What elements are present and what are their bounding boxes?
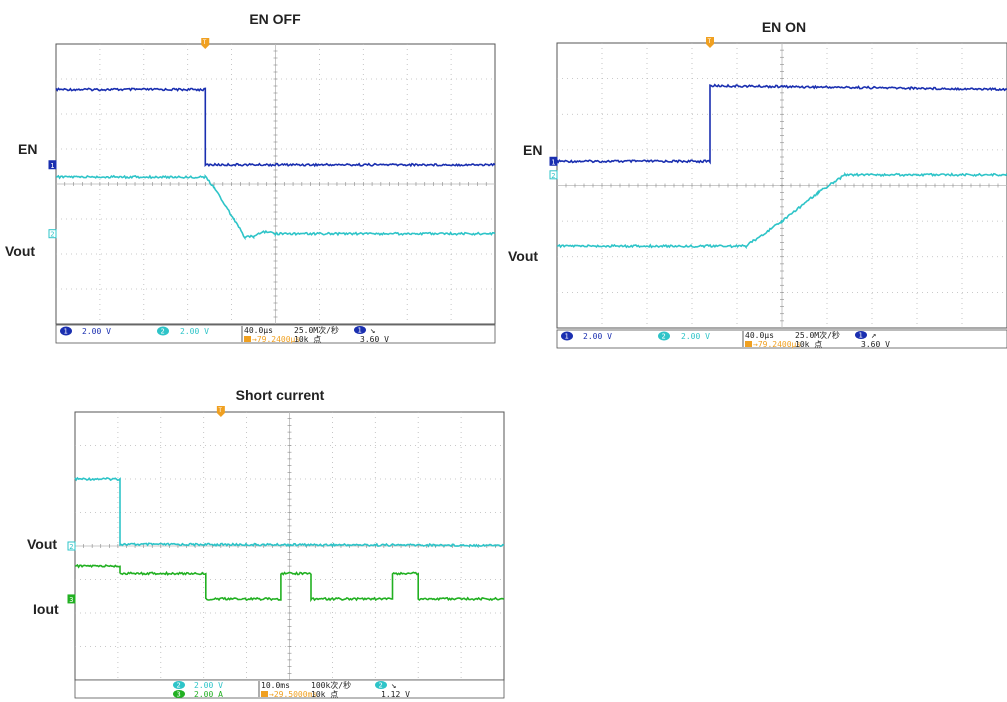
trigger-position-label: T xyxy=(203,39,207,46)
trigger-position-readout: →79.2400µs xyxy=(753,340,801,349)
trace-iout-short xyxy=(74,563,505,603)
label-en-on-en: EN xyxy=(523,142,543,158)
ch1-scale: 2.00 V xyxy=(82,327,111,336)
channel-marker-number: 3 xyxy=(69,596,73,604)
ch3-scale: 2.00 A xyxy=(194,690,223,699)
trigger-position-icon xyxy=(216,406,225,417)
trigger-position-icon xyxy=(706,37,714,48)
trigger-source-number: 1 xyxy=(358,327,362,335)
timebase-readout: 40.0µs xyxy=(244,326,273,335)
channel-marker-number: 1 xyxy=(50,162,54,170)
record-length-readout: 10k 点 xyxy=(795,340,822,349)
ch2-scale: 2.00 V xyxy=(194,681,223,690)
trigger-pos-icon xyxy=(745,341,752,347)
channel-marker-iout xyxy=(67,594,76,604)
channel-marker-en xyxy=(48,160,57,170)
scope-panel-en-on xyxy=(549,37,1007,349)
trigger-position-label: T xyxy=(708,38,712,45)
trace-en-en-off xyxy=(55,87,496,168)
ch2-badge-number: 2 xyxy=(662,333,666,341)
sample-rate-readout: 25.0M次/秒 xyxy=(294,325,339,335)
timebase-readout: 40.0µs xyxy=(745,331,774,340)
ch2-badge-number: 2 xyxy=(161,328,165,336)
ch1-badge-icon xyxy=(561,331,573,341)
label-en-off-en: EN xyxy=(18,141,38,157)
timebase-readout: 10.0ms xyxy=(261,681,290,690)
chart-title-en-off: EN OFF xyxy=(249,11,301,27)
ch3-badge-number: 3 xyxy=(177,691,181,699)
trigger-pos-icon xyxy=(261,691,268,697)
label-short-iout: Iout xyxy=(33,601,59,617)
trigger-source-badge-icon xyxy=(375,681,387,689)
trigger-position-label: T xyxy=(218,407,222,414)
trigger-position-readout: →79.2400µs xyxy=(252,335,300,344)
ch2-scale: 2.00 V xyxy=(681,332,710,341)
ch1-badge-number: 1 xyxy=(565,333,569,341)
ch1-badge-icon xyxy=(60,326,72,336)
record-length-readout: 10k 点 xyxy=(294,335,321,344)
trigger-pos-icon xyxy=(244,336,251,342)
trigger-level-readout: 3.60 V xyxy=(360,335,389,344)
channel-marker-vout xyxy=(67,541,76,551)
channel-marker-number: 2 xyxy=(551,172,555,180)
channel-marker-number: 2 xyxy=(69,543,73,551)
trigger-slope-icon: ↘ xyxy=(370,326,375,336)
trigger-slope-icon: ↘ xyxy=(391,681,396,691)
ch1-scale: 2.00 V xyxy=(583,332,612,341)
scope-panel-short xyxy=(67,406,505,699)
trigger-source-number: 1 xyxy=(859,332,863,340)
channel-marker-number: 1 xyxy=(551,158,555,166)
trigger-source-badge-icon xyxy=(354,326,366,334)
ch3-badge-icon xyxy=(173,690,185,698)
sample-rate-readout: 25.0M次/秒 xyxy=(795,330,840,340)
trace-vout-en-on xyxy=(556,171,1007,250)
channel-marker-vout xyxy=(48,229,57,239)
trace-en-en-on xyxy=(556,83,1007,165)
trigger-source-badge-icon xyxy=(855,331,867,339)
channel-marker-number: 2 xyxy=(50,231,54,239)
trigger-level-readout: 3.60 V xyxy=(861,340,890,349)
trigger-level-readout: 1.12 V xyxy=(381,690,410,699)
ch2-badge-number: 2 xyxy=(177,682,181,690)
trigger-position-readout: →29.5000ms xyxy=(269,690,317,699)
label-short-vout: Vout xyxy=(27,536,58,552)
trigger-source-number: 2 xyxy=(379,682,383,690)
channel-marker-vout xyxy=(549,170,558,180)
trigger-slope-icon: ↗ xyxy=(871,331,876,341)
chart-title-short-current: Short current xyxy=(235,387,325,403)
label-en-off-vout: Vout xyxy=(5,243,36,259)
label-en-on-vout: Vout xyxy=(508,248,539,264)
sample-rate-readout: 100k次/秒 xyxy=(311,680,351,690)
trigger-position-icon xyxy=(201,38,210,49)
scope-panel-en-off xyxy=(48,38,496,344)
ch2-badge-icon xyxy=(157,326,169,336)
trace-vout-short xyxy=(74,476,505,548)
ch2-badge-icon xyxy=(658,331,670,341)
chart-title-en-on: EN ON xyxy=(761,19,807,35)
channel-marker-en xyxy=(549,156,558,166)
ch1-badge-number: 1 xyxy=(64,328,68,336)
ch2-badge-icon xyxy=(173,681,185,689)
trace-vout-en-off xyxy=(55,174,496,241)
ch2-scale: 2.00 V xyxy=(180,327,209,336)
record-length-readout: 10k 点 xyxy=(311,690,338,699)
